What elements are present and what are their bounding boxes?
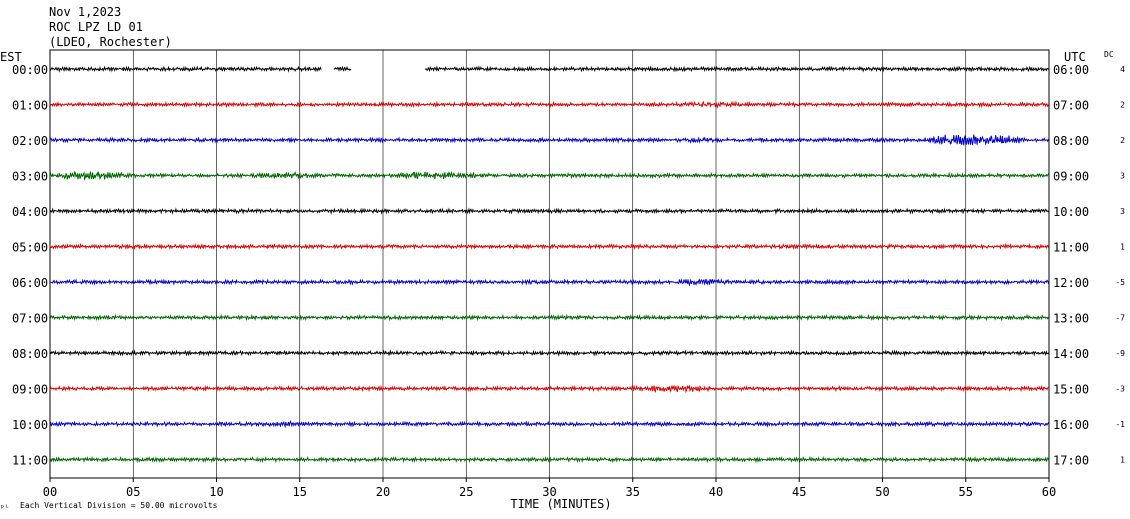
row-label-utc-16:00: 16:00: [1053, 418, 1089, 432]
trace-01:00: [49, 100, 1050, 109]
row-dc-value-04:00: 3: [1120, 207, 1125, 216]
row-label-est-07:00: 07:00: [12, 312, 48, 326]
row-label-utc-17:00: 17:00: [1053, 454, 1089, 468]
trace-00:00: [49, 65, 1050, 73]
row-label-est-10:00: 10:00: [12, 418, 48, 432]
row-label-est-08:00: 08:00: [12, 347, 48, 361]
x-tick-label-20: 20: [376, 485, 390, 499]
x-axis: 00 05 10 15 20 25 30 35 40 45 50 55 60: [43, 478, 1056, 499]
row-dc-value-08:00: -9: [1115, 349, 1125, 358]
row-label-utc-15:00: 15:00: [1053, 383, 1089, 397]
row-label-est-09:00: 09:00: [12, 383, 48, 397]
row-label-est-04:00: 04:00: [12, 205, 48, 219]
x-tick-label-55: 55: [959, 485, 973, 499]
x-tick-label-30: 30: [542, 485, 556, 499]
row-dc-value-11:00: 1: [1120, 456, 1125, 465]
row-dc-value-02:00: 2: [1120, 136, 1125, 145]
row-label-utc-06:00: 06:00: [1053, 63, 1089, 77]
utc-zone-label: UTC: [1064, 50, 1086, 64]
row-label-utc-08:00: 08:00: [1053, 134, 1089, 148]
row-label-utc-10:00: 10:00: [1053, 205, 1089, 219]
traces: [49, 65, 1050, 464]
row-label-est-11:00: 11:00: [12, 454, 48, 468]
trace-02:00: [49, 134, 1050, 146]
row-dc-value-05:00: 1: [1120, 243, 1125, 252]
grid-lines: [132, 50, 967, 478]
row-dc-value-06:00: -5: [1115, 278, 1125, 287]
x-tick-label-25: 25: [459, 485, 473, 499]
trace-07:00: [49, 313, 1050, 322]
row-label-utc-13:00: 13:00: [1053, 312, 1089, 326]
row-label-utc-09:00: 09:00: [1053, 170, 1089, 184]
x-tick-label-10: 10: [209, 485, 223, 499]
row-label-est-06:00: 06:00: [12, 276, 48, 290]
x-tick-label-45: 45: [792, 485, 806, 499]
row-dc-value-09:00: -3: [1115, 385, 1125, 394]
trace-10:00: [49, 420, 1050, 429]
x-axis-title: TIME (MINUTES): [510, 497, 611, 511]
row-dc-value-10:00: -1: [1115, 420, 1125, 429]
x-tick-label-00: 00: [43, 485, 57, 499]
trace-06:00: [49, 278, 1050, 287]
header-network: (LDEO, Rochester): [49, 35, 172, 49]
row-labels: 00:00 06:00 4 01:00 07:00 2 02:00 08:00 2 03:00 09…: [12, 63, 1125, 468]
row-dc-value-00:00: 4: [1120, 65, 1125, 74]
trace-05:00: [49, 242, 1050, 251]
header-station: ROC LPZ LD 01: [49, 20, 143, 34]
row-label-est-00:00: 00:00: [12, 63, 48, 77]
x-tick-label-50: 50: [875, 485, 889, 499]
row-label-utc-11:00: 11:00: [1053, 241, 1089, 255]
x-tick-label-40: 40: [709, 485, 723, 499]
footer-note: Each Vertical Division = 50.00 microvolt…: [20, 501, 218, 510]
row-label-est-01:00: 01:00: [12, 99, 48, 113]
row-dc-value-01:00: 2: [1120, 101, 1125, 110]
trace-08:00: [49, 349, 1050, 357]
row-label-est-03:00: 03:00: [12, 170, 48, 184]
x-tick-label-05: 05: [126, 485, 140, 499]
header-date: Nov 1,2023: [49, 5, 121, 19]
row-label-est-05:00: 05:00: [12, 241, 48, 255]
x-tick-label-15: 15: [293, 485, 307, 499]
x-tick-label-35: 35: [626, 485, 640, 499]
row-label-utc-12:00: 12:00: [1053, 276, 1089, 290]
trace-04:00: [49, 207, 1050, 215]
row-label-utc-14:00: 14:00: [1053, 347, 1089, 361]
x-tick-label-60: 60: [1042, 485, 1056, 499]
trace-09:00: [49, 384, 1050, 394]
row-dc-value-07:00: -7: [1115, 314, 1125, 323]
est-zone-label: EST: [0, 50, 22, 64]
row-label-est-02:00: 02:00: [12, 134, 48, 148]
dc-label: DC: [1104, 50, 1114, 59]
row-dc-value-03:00: 3: [1120, 172, 1125, 181]
row-label-utc-07:00: 07:00: [1053, 99, 1089, 113]
corner-mark: ᵖᴸ: [0, 503, 10, 512]
trace-03:00: [49, 170, 1050, 182]
trace-11:00: [49, 455, 1050, 464]
